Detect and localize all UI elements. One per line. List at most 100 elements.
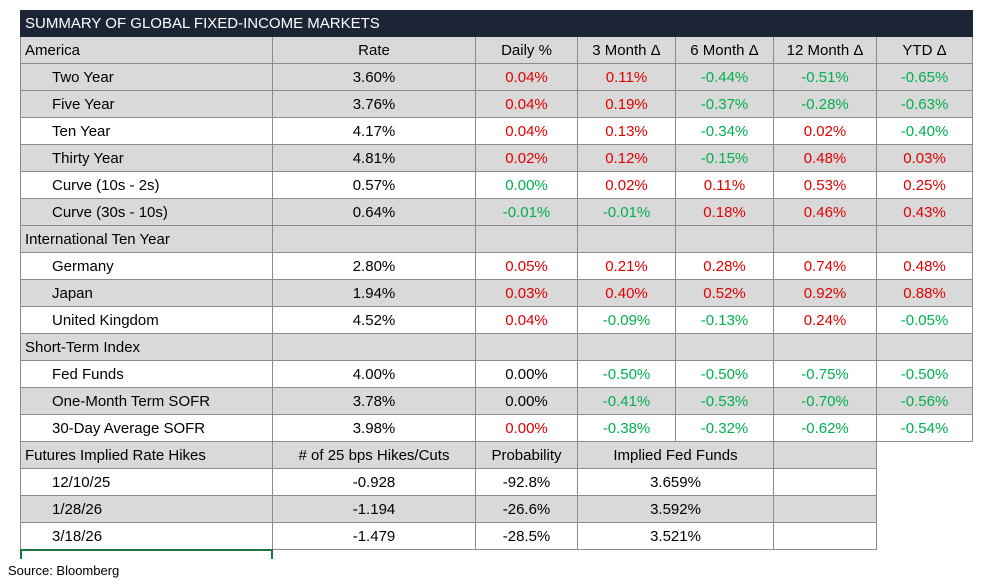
column-header: 3 Month Δ [577, 36, 676, 64]
futures-row: 1/28/26 -1.194 -26.6% 3.592% [20, 495, 973, 523]
value-cell: 4.81% [272, 144, 476, 172]
futures-date: 3/18/26 [20, 522, 273, 550]
futures-row: 3/18/26 -1.479 -28.5% 3.521% [20, 522, 973, 550]
futures-header-row: Futures Implied Rate Hikes # of 25 bps Hi… [20, 441, 973, 469]
title-row: SUMMARY OF GLOBAL FIXED-INCOME MARKETS [19, 10, 974, 37]
value-cell: 0.04% [475, 306, 578, 334]
value-cell: 0.18% [675, 198, 774, 226]
empty-cell [875, 225, 974, 253]
value-cell: 0.64% [272, 198, 476, 226]
row-label: Ten Year [20, 117, 273, 145]
value-cell: 4.52% [272, 306, 476, 334]
data-row: Ten Year 4.17% 0.04% 0.13% -0.34% 0.02% -0.40% [20, 117, 974, 145]
row-label: Thirty Year [20, 144, 273, 172]
value-cell: 0.13% [577, 117, 676, 145]
value-cell: 0.88% [875, 279, 974, 307]
value-cell: -0.75% [773, 360, 877, 388]
empty-cell [773, 441, 877, 469]
row-label: Two Year [20, 63, 273, 91]
value-cell: -0.65% [875, 63, 974, 91]
empty-cell [272, 333, 476, 361]
value-cell: 0.53% [773, 171, 877, 199]
value-cell: -0.51% [773, 63, 877, 91]
data-row: 30-Day Average SOFR 3.98% 0.00% -0.38% -0.32… [20, 414, 974, 442]
value-cell: 0.04% [475, 90, 578, 118]
value-cell: -0.70% [773, 387, 877, 415]
empty-cell [875, 333, 974, 361]
value-cell: -0.54% [875, 414, 974, 442]
data-row: Fed Funds 4.00% 0.00% -0.50% -0.50% -0.75% -0.… [20, 360, 974, 388]
futures-value: 3.659% [577, 468, 774, 496]
futures-value: -0.928 [272, 468, 476, 496]
futures-header: Probability [475, 441, 578, 469]
value-cell: 0.74% [773, 252, 877, 280]
value-cell: 0.02% [577, 171, 676, 199]
row-label: One-Month Term SOFR [20, 387, 273, 415]
column-header: America [20, 36, 273, 64]
value-cell: 0.19% [577, 90, 676, 118]
empty-cell [475, 225, 578, 253]
value-cell: -0.09% [577, 306, 676, 334]
data-row: United Kingdom 4.52% 0.04% -0.09% -0.13% 0.24… [20, 306, 974, 334]
value-cell: 0.05% [475, 252, 578, 280]
markets-table: SUMMARY OF GLOBAL FIXED-INCOME MARKETS A… [19, 10, 974, 550]
value-cell: 3.98% [272, 414, 476, 442]
value-cell: 0.00% [475, 387, 578, 415]
value-cell: 0.24% [773, 306, 877, 334]
value-cell: 0.25% [875, 171, 974, 199]
empty-cell [773, 468, 877, 496]
data-row: Japan 1.94% 0.03% 0.40% 0.52% 0.92% 0.88% [20, 279, 974, 307]
empty-cell [577, 333, 676, 361]
value-cell: 0.46% [773, 198, 877, 226]
futures-header: Implied Fed Funds [577, 441, 774, 469]
value-cell: -0.01% [475, 198, 578, 226]
value-cell: -0.50% [577, 360, 676, 388]
column-header: Daily % [475, 36, 578, 64]
futures-header: # of 25 bps Hikes/Cuts [272, 441, 476, 469]
value-cell: 0.12% [577, 144, 676, 172]
empty-cell [272, 225, 476, 253]
row-label: 30-Day Average SOFR [20, 414, 273, 442]
empty-cell [773, 333, 877, 361]
row-label: Curve (10s - 2s) [20, 171, 273, 199]
value-cell: 3.78% [272, 387, 476, 415]
empty-cell [675, 333, 774, 361]
value-cell: -0.50% [675, 360, 774, 388]
futures-header: Futures Implied Rate Hikes [20, 441, 273, 469]
futures-value: 3.521% [577, 522, 774, 550]
row-label: Japan [20, 279, 273, 307]
value-cell: 0.03% [875, 144, 974, 172]
futures-value: -1.479 [272, 522, 476, 550]
data-row: Curve (30s - 10s) 0.64% -0.01% -0.01% 0.18% 0… [20, 198, 974, 226]
value-cell: 1.94% [272, 279, 476, 307]
row-label: Five Year [20, 90, 273, 118]
data-row: Two Year 3.60% 0.04% 0.11% -0.44% -0.51% -0.65… [20, 63, 974, 91]
empty-cell [773, 225, 877, 253]
row-label: Fed Funds [20, 360, 273, 388]
value-cell: 3.60% [272, 63, 476, 91]
group-row: International Ten Year [20, 225, 974, 253]
futures-date: 12/10/25 [20, 468, 273, 496]
value-cell: 0.11% [675, 171, 774, 199]
value-cell: 0.00% [475, 414, 578, 442]
value-cell: -0.15% [675, 144, 774, 172]
value-cell: -0.44% [675, 63, 774, 91]
value-cell: 0.00% [475, 171, 578, 199]
value-cell: -0.32% [675, 414, 774, 442]
futures-value: -92.8% [475, 468, 578, 496]
value-cell: -0.50% [875, 360, 974, 388]
futures-row: 12/10/25 -0.928 -92.8% 3.659% [20, 468, 973, 496]
value-cell: 0.28% [675, 252, 774, 280]
source-note: Source: Bloomberg [8, 563, 120, 578]
empty-cell [475, 333, 578, 361]
value-cell: 0.04% [475, 117, 578, 145]
value-cell: 2.80% [272, 252, 476, 280]
empty-cell [577, 225, 676, 253]
cell-selection [20, 549, 273, 559]
value-cell: 0.11% [577, 63, 676, 91]
data-row: Five Year 3.76% 0.04% 0.19% -0.37% -0.28% -0.6… [20, 90, 974, 118]
value-cell: 0.52% [675, 279, 774, 307]
value-cell: 0.92% [773, 279, 877, 307]
table-title: SUMMARY OF GLOBAL FIXED-INCOME MARKETS [19, 10, 974, 37]
data-row: Curve (10s - 2s) 0.57% 0.00% 0.02% 0.11% 0.53… [20, 171, 974, 199]
